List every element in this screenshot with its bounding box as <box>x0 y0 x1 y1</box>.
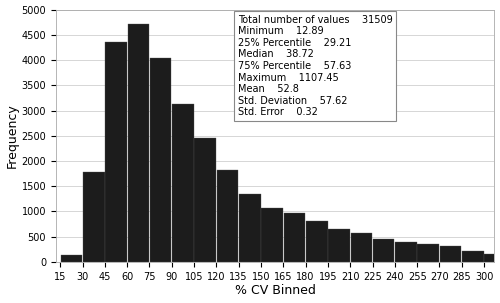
Bar <box>239 194 260 262</box>
Bar <box>194 138 216 262</box>
Bar <box>217 170 238 262</box>
Bar <box>350 233 372 262</box>
Bar <box>128 24 149 262</box>
Bar <box>60 255 82 262</box>
Bar <box>373 239 394 262</box>
Bar <box>262 208 283 262</box>
Bar <box>83 172 104 262</box>
Bar <box>440 246 462 262</box>
Bar <box>484 254 500 262</box>
Bar <box>328 229 350 262</box>
Y-axis label: Frequency: Frequency <box>6 103 18 168</box>
Text: Total number of values    31509
Minimum    12.89
25% Percentile    29.21
Median : Total number of values 31509 Minimum 12.… <box>238 15 392 117</box>
Bar <box>284 214 305 262</box>
Bar <box>150 58 172 262</box>
Bar <box>172 105 194 262</box>
Bar <box>418 244 439 262</box>
X-axis label: % CV Binned: % CV Binned <box>234 285 316 298</box>
Bar <box>395 242 417 262</box>
Bar <box>105 42 127 262</box>
Bar <box>462 251 483 262</box>
Bar <box>306 221 328 262</box>
